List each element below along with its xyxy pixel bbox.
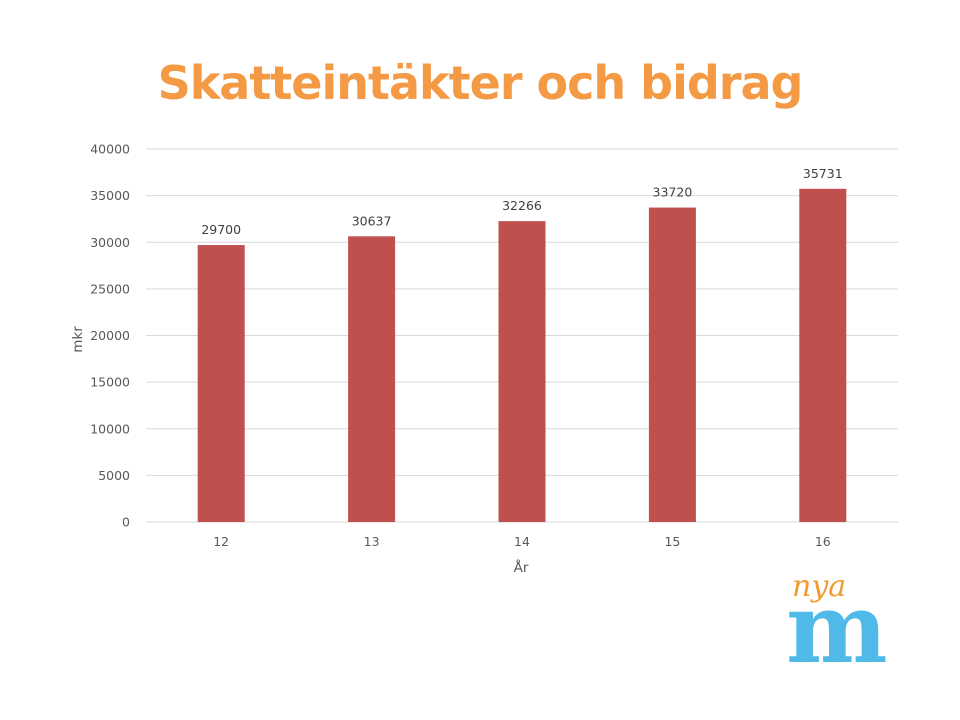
x-tick-label: 12 [213,534,229,549]
data-label: 35731 [803,166,843,181]
x-tick-label: 16 [815,534,831,549]
logo-m-text: m [786,572,888,670]
logo-nya-text: nya [792,570,846,604]
data-label: 29700 [201,222,241,237]
y-tick-label: 5000 [98,468,130,483]
bar [197,245,245,523]
data-label: 33720 [653,185,693,200]
bar [648,207,696,522]
x-tick-label: 13 [364,534,380,549]
x-tick-label: 14 [514,534,530,549]
bar [799,188,847,523]
y-tick-label: 20000 [90,328,130,343]
bar [348,236,396,522]
y-tick-label: 15000 [90,375,130,390]
y-axis-title: mkr [70,326,86,353]
slide-title: Skatteintäkter och bidrag [157,56,804,110]
data-label: 32266 [502,198,542,213]
y-tick-label: 0 [122,515,130,530]
x-tick-label: 15 [664,534,680,549]
y-tick-label: 40000 [90,142,130,157]
x-axis-title: År [514,559,529,576]
bar [498,221,546,522]
y-tick-label: 25000 [90,281,130,296]
y-tick-label: 30000 [90,235,130,250]
data-label: 30637 [352,213,392,228]
y-tick-label: 35000 [90,188,130,203]
nya-m-logo: nya m [786,570,888,670]
y-tick-label: 10000 [90,421,130,436]
